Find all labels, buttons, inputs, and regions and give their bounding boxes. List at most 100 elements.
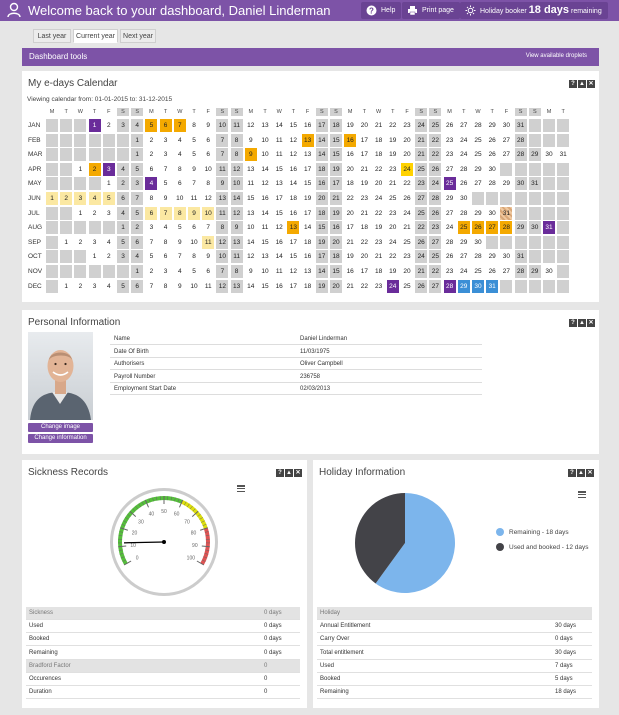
calendar-day[interactable]: 26	[486, 133, 499, 147]
pie-slice-remaining[interactable]	[375, 493, 455, 593]
calendar-day[interactable]: 29	[457, 235, 470, 249]
close-icon[interactable]: ✕	[294, 469, 302, 477]
calendar-day[interactable]: 10	[202, 162, 215, 176]
calendar-day[interactable]: 10	[216, 250, 229, 264]
calendar-day[interactable]: 27	[472, 177, 484, 191]
calendar-day[interactable]: 31	[500, 206, 513, 220]
calendar-day[interactable]: 3	[159, 265, 172, 278]
change-information-button[interactable]: Change information	[28, 434, 93, 443]
calendar-day[interactable]: 14	[315, 133, 328, 147]
calendar-day[interactable]: 24	[429, 177, 442, 191]
close-icon[interactable]: ✕	[587, 319, 595, 327]
calendar-day[interactable]: 9	[188, 206, 200, 220]
calendar-day[interactable]: 26	[401, 192, 413, 205]
calendar-day[interactable]: 2	[74, 235, 87, 249]
calendar-day[interactable]: 15	[315, 221, 328, 235]
calendar-day[interactable]: 23	[443, 148, 456, 162]
calendar-day[interactable]: 26	[429, 162, 442, 176]
calendar-day[interactable]: 28	[443, 235, 456, 249]
calendar-day[interactable]: 9	[173, 279, 186, 293]
help-icon[interactable]: ?	[276, 469, 284, 477]
calendar-day[interactable]: 25	[472, 133, 484, 147]
calendar-day[interactable]: 20	[358, 119, 371, 132]
calendar-day[interactable]: 23	[372, 235, 385, 249]
calendar-day[interactable]: 4	[145, 177, 158, 191]
calendar-day[interactable]: 22	[386, 250, 399, 264]
calendar-day[interactable]: 13	[301, 148, 314, 162]
chart-menu-icon[interactable]	[237, 485, 245, 493]
calendar-day[interactable]: 7	[131, 192, 144, 205]
calendar-day[interactable]: 1	[88, 250, 101, 264]
calendar-day[interactable]: 20	[401, 265, 413, 278]
calendar-day[interactable]: 14	[273, 119, 286, 132]
tab-current-year[interactable]: Current year	[73, 29, 118, 43]
calendar-day[interactable]: 28	[514, 133, 527, 147]
calendar-day[interactable]: 5	[188, 148, 200, 162]
calendar-day[interactable]: 25	[415, 206, 428, 220]
calendar-day[interactable]: 14	[244, 235, 257, 249]
calendar-day[interactable]: 3	[74, 192, 87, 205]
calendar-day[interactable]: 12	[230, 206, 243, 220]
calendar-day[interactable]: 23	[443, 133, 456, 147]
calendar-day[interactable]: 6	[117, 192, 129, 205]
calendar-day[interactable]: 24	[386, 279, 399, 293]
calendar-day[interactable]: 12	[259, 177, 271, 191]
calendar-day[interactable]: 29	[486, 119, 499, 132]
calendar-day[interactable]: 31	[543, 221, 555, 235]
calendar-day[interactable]: 3	[131, 177, 144, 191]
calendar-day[interactable]: 3	[102, 162, 115, 176]
calendar-day[interactable]: 8	[159, 235, 172, 249]
calendar-day[interactable]: 18	[358, 221, 371, 235]
calendar-day[interactable]: 4	[117, 206, 129, 220]
calendar-day[interactable]: 10	[202, 206, 215, 220]
calendar-day[interactable]: 24	[415, 119, 428, 132]
calendar-day[interactable]: 19	[344, 119, 357, 132]
calendar-day[interactable]: 21	[344, 235, 357, 249]
calendar-day[interactable]: 18	[372, 265, 385, 278]
calendar-day[interactable]: 20	[386, 221, 399, 235]
calendar-day[interactable]: 8	[230, 148, 243, 162]
calendar-day[interactable]: 10	[188, 279, 200, 293]
calendar-day[interactable]: 7	[216, 265, 229, 278]
calendar-day[interactable]: 4	[102, 279, 115, 293]
calendar-day[interactable]: 30	[528, 221, 541, 235]
calendar-day[interactable]: 13	[259, 119, 271, 132]
calendar-day[interactable]: 12	[287, 133, 300, 147]
calendar-day[interactable]: 23	[443, 265, 456, 278]
calendar-day[interactable]: 17	[301, 162, 314, 176]
calendar-day[interactable]: 31	[514, 119, 527, 132]
calendar-day[interactable]: 5	[102, 192, 115, 205]
calendar-day[interactable]: 21	[358, 162, 371, 176]
calendar-day[interactable]: 10	[230, 177, 243, 191]
calendar-day[interactable]: 30	[486, 162, 499, 176]
calendar-day[interactable]: 9	[159, 192, 172, 205]
calendar-day[interactable]: 28	[514, 148, 527, 162]
calendar-day[interactable]: 28	[472, 250, 484, 264]
change-image-button[interactable]: Change image	[28, 423, 93, 432]
calendar-day[interactable]: 22	[372, 162, 385, 176]
calendar-day[interactable]: 14	[315, 265, 328, 278]
pie-slice-used-and-booked[interactable]	[355, 493, 405, 584]
calendar-day[interactable]: 19	[330, 206, 342, 220]
calendar-day[interactable]: 13	[259, 250, 271, 264]
calendar-day[interactable]: 3	[145, 221, 158, 235]
calendar-day[interactable]: 8	[159, 279, 172, 293]
calendar-day[interactable]: 3	[102, 206, 115, 220]
calendar-day[interactable]: 6	[145, 162, 158, 176]
calendar-day[interactable]: 19	[386, 148, 399, 162]
calendar-day[interactable]: 1	[88, 119, 101, 132]
calendar-day[interactable]: 21	[386, 177, 399, 191]
calendar-day[interactable]: 13	[216, 192, 229, 205]
calendar-day[interactable]: 5	[131, 162, 144, 176]
calendar-day[interactable]: 24	[372, 192, 385, 205]
calendar-day[interactable]: 9	[244, 265, 257, 278]
calendar-day[interactable]: 2	[88, 162, 101, 176]
calendar-day[interactable]: 28	[457, 206, 470, 220]
calendar-day[interactable]: 2	[102, 119, 115, 132]
calendar-day[interactable]: 15	[330, 148, 342, 162]
calendar-day[interactable]: 17	[287, 235, 300, 249]
calendar-day[interactable]: 29	[472, 206, 484, 220]
calendar-day[interactable]: 1	[117, 221, 129, 235]
calendar-day[interactable]: 11	[202, 279, 215, 293]
calendar-day[interactable]: 18	[315, 206, 328, 220]
